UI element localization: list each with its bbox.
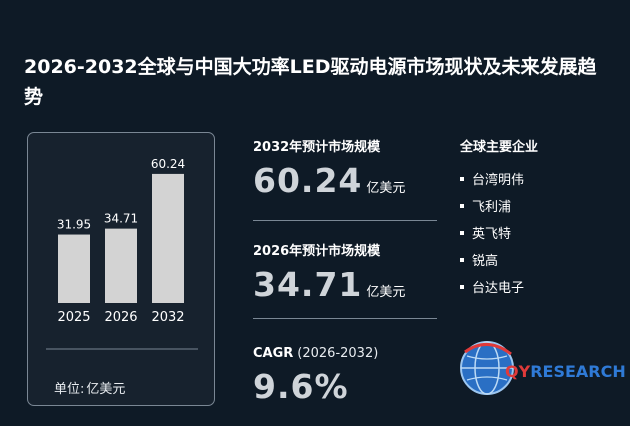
bar-value-label: 34.71 xyxy=(104,212,138,226)
page-title: 2026-2032全球与中国大功率LED驱动电源市场现状及未来发展趋势 xyxy=(24,56,597,108)
bar-2032 xyxy=(152,173,184,303)
chart-card: 31.95 2025 34.71 2026 60.24 2032 单位: 亿美元 xyxy=(27,132,215,406)
company-name: 锐高 xyxy=(472,254,499,269)
logo-text-q: QY xyxy=(505,362,531,381)
unit-label-value: 亿美元 xyxy=(86,382,126,397)
bar-2026 xyxy=(105,228,137,303)
companies-title: 全球主要企业 xyxy=(460,140,539,155)
divider xyxy=(253,220,437,221)
cagr-label: CAGR xyxy=(253,346,294,361)
stat-2032-value: 60.24 xyxy=(253,161,363,200)
companies-list: 全球主要企业 台湾明伟 飞利浦 英飞特 锐高 台达电子 xyxy=(460,136,538,304)
unit-label: 单位: 亿美元 xyxy=(52,378,125,397)
bar-value-label: 60.24 xyxy=(151,157,185,171)
cagr-range: (2026-2032) xyxy=(297,346,379,361)
category-label: 2032 xyxy=(151,310,184,325)
company-item: 锐高 xyxy=(460,250,538,277)
company-item: 飞利浦 xyxy=(460,196,538,223)
company-name: 英飞特 xyxy=(472,227,512,242)
company-item: 台达电子 xyxy=(460,277,538,304)
stat-2032-label: 2032年预计市场规模 xyxy=(253,140,381,155)
stat-2026-value: 34.71 xyxy=(253,265,363,304)
company-item: 台湾明伟 xyxy=(460,169,538,196)
divider xyxy=(253,318,437,319)
category-label: 2025 xyxy=(57,310,90,325)
company-item: 英飞特 xyxy=(460,223,538,250)
unit-label-prefix: 单位: xyxy=(54,382,85,397)
qyresearch-logo: QYRESEARCH xyxy=(455,332,626,402)
bar-2025 xyxy=(58,234,90,303)
globe-icon xyxy=(460,341,514,395)
bar-value-label: 31.95 xyxy=(57,218,91,232)
stat-2026-unit: 亿美元 xyxy=(366,285,406,300)
cagr-value: 9.6% xyxy=(253,367,349,406)
company-name: 飞利浦 xyxy=(472,200,512,215)
company-name: 台达电子 xyxy=(472,281,525,296)
company-name: 台湾明伟 xyxy=(472,173,525,188)
stat-2032: 2032年预计市场规模 60.24 亿美元 xyxy=(253,136,405,200)
logo-text-rest: RESEARCH xyxy=(530,362,626,381)
stat-2026: 2026年预计市场规模 34.71 亿美元 xyxy=(253,240,405,304)
category-label: 2026 xyxy=(104,310,137,325)
bar-chart: 31.95 2025 34.71 2026 60.24 2032 xyxy=(46,157,198,350)
stat-cagr: CAGR (2026-2032) 9.6% xyxy=(253,346,378,406)
stat-2026-label: 2026年预计市场规模 xyxy=(253,244,381,259)
stat-2032-unit: 亿美元 xyxy=(366,181,406,196)
